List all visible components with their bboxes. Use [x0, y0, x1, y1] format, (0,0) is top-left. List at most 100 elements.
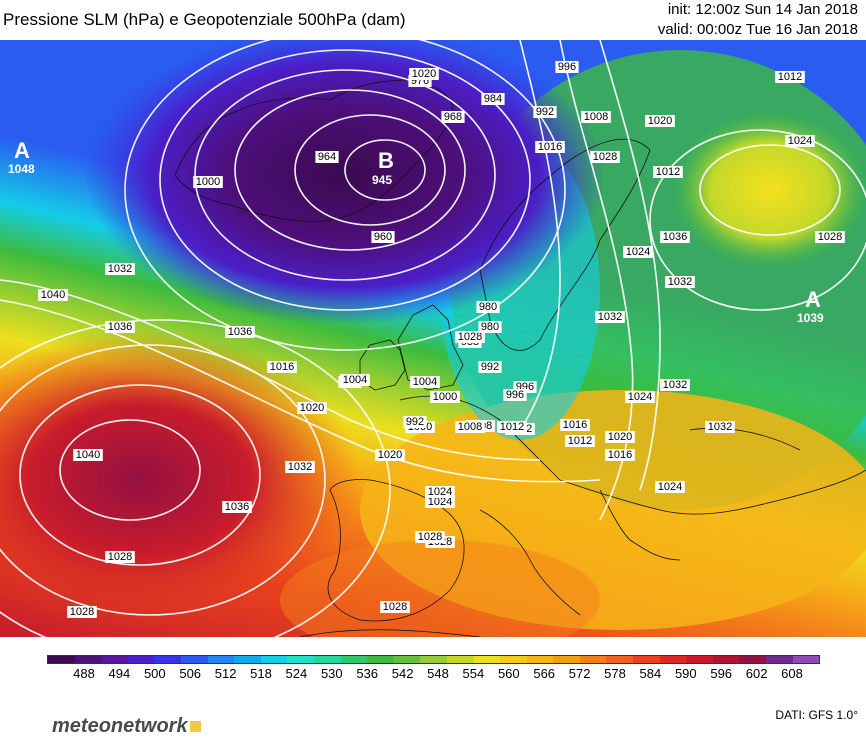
- color-swatch: [633, 656, 660, 663]
- svg-text:1032: 1032: [663, 379, 687, 391]
- isobar-label: 1004: [340, 374, 370, 386]
- svg-text:1020: 1020: [378, 449, 402, 461]
- isobar-label: 992: [533, 106, 557, 118]
- isobar-label: 1032: [705, 421, 735, 433]
- isobar-label: 1012: [565, 435, 595, 447]
- svg-text:1024: 1024: [628, 391, 652, 403]
- svg-text:992: 992: [481, 361, 499, 373]
- color-scale-tick: 560: [497, 666, 520, 681]
- color-swatch: [207, 656, 235, 663]
- svg-text:996: 996: [506, 389, 524, 401]
- svg-text:1032: 1032: [288, 461, 312, 473]
- svg-text:984: 984: [484, 93, 502, 105]
- isobar-label: 1016: [267, 361, 297, 373]
- color-swatch: [446, 656, 474, 663]
- svg-text:992: 992: [406, 416, 424, 428]
- svg-text:1016: 1016: [608, 449, 632, 461]
- isobar-label: 1028: [815, 231, 845, 243]
- color-swatch: [48, 656, 75, 663]
- isobar-label: 984: [481, 93, 505, 105]
- logo-square-icon: [189, 721, 201, 732]
- isobar-label: 968: [441, 111, 465, 123]
- pressure-centers: A 1048 B 945 A 1039: [8, 138, 824, 325]
- isobar-label: 1032: [595, 311, 625, 323]
- low-center-letter: B: [378, 148, 394, 173]
- isobar-label: 1032: [660, 379, 690, 391]
- svg-text:968: 968: [444, 111, 462, 123]
- svg-text:1012: 1012: [500, 421, 524, 433]
- svg-text:1040: 1040: [76, 449, 100, 461]
- isobar-label: 1012: [775, 71, 805, 83]
- color-swatch: [287, 656, 314, 663]
- svg-text:1036: 1036: [663, 231, 687, 243]
- color-scale-tick: 530: [320, 666, 343, 681]
- svg-text:1000: 1000: [196, 176, 220, 188]
- svg-text:1032: 1032: [708, 421, 732, 433]
- isobar-label: 1000: [193, 176, 223, 188]
- color-scale-tick: 554: [462, 666, 485, 681]
- meteonetwork-logo: meteonetwork: [52, 715, 201, 738]
- isobar-label: 960: [371, 231, 395, 243]
- isobar-label: 1024: [625, 391, 655, 403]
- color-scale-tick: 584: [639, 666, 662, 681]
- isobar-label: 1028: [415, 531, 445, 543]
- svg-text:1036: 1036: [228, 326, 252, 338]
- isobar-label: 1008: [581, 111, 611, 123]
- color-scale-tick: 518: [250, 666, 272, 681]
- isobar-label: 1024: [655, 481, 685, 493]
- isobar-label: 980: [476, 301, 500, 313]
- isobar-label: 996: [503, 389, 527, 401]
- color-scale-tick: 602: [745, 666, 768, 681]
- color-swatch: [792, 656, 820, 663]
- isobar-label: 1024: [425, 496, 455, 508]
- svg-text:1016: 1016: [563, 419, 587, 431]
- color-swatch: [260, 656, 288, 663]
- svg-text:1020: 1020: [608, 431, 632, 443]
- svg-text:1028: 1028: [70, 606, 94, 618]
- svg-text:1004: 1004: [413, 376, 437, 388]
- svg-text:1036: 1036: [225, 501, 249, 513]
- isobar-label: 1016: [560, 419, 590, 431]
- isobar-label: 1028: [380, 601, 410, 613]
- isobar-label: 964: [315, 151, 339, 163]
- isobar-label: 1036: [225, 326, 255, 338]
- isobar-label: 1024: [785, 135, 815, 147]
- svg-text:1012: 1012: [568, 435, 592, 447]
- svg-text:1040: 1040: [41, 289, 65, 301]
- isobar-label: 1040: [73, 449, 103, 461]
- svg-text:1024: 1024: [428, 496, 452, 508]
- color-swatch: [686, 656, 713, 663]
- isobar-label: 1032: [105, 263, 135, 275]
- svg-text:964: 964: [318, 151, 336, 163]
- svg-text:1028: 1028: [818, 231, 842, 243]
- svg-text:1028: 1028: [383, 601, 407, 613]
- isobar-label: 1024: [623, 246, 653, 258]
- isobar-label: 1036: [660, 231, 690, 243]
- color-scale-tick: 596: [710, 666, 733, 681]
- svg-text:980: 980: [481, 321, 499, 333]
- svg-text:980: 980: [479, 301, 497, 313]
- valid-time: valid: 00:00z Tue 16 Jan 2018: [657, 21, 858, 38]
- svg-text:1024: 1024: [626, 246, 650, 258]
- isobar-label: 1016: [535, 141, 565, 153]
- isobar-label: 1028: [455, 331, 485, 343]
- svg-text:1012: 1012: [778, 71, 802, 83]
- color-swatch: [393, 656, 421, 663]
- color-swatch: [526, 656, 554, 663]
- svg-text:1024: 1024: [428, 486, 452, 498]
- color-scale-ticks: 488 494 500 506 512 518 524 530 536 542 548 554 560 5…: [47, 666, 820, 684]
- color-swatch: [500, 656, 527, 663]
- color-scale-tick: 506: [179, 666, 202, 681]
- svg-text:1020: 1020: [648, 115, 672, 127]
- isobar-label: 1020: [297, 402, 327, 414]
- color-swatch: [659, 656, 687, 663]
- isobar-label: 1004: [410, 376, 440, 388]
- svg-text:1024: 1024: [788, 135, 812, 147]
- isobar-label: 1028: [105, 551, 135, 563]
- isobar-label: 1008: [455, 421, 485, 433]
- high-center-letter: A: [805, 287, 821, 312]
- isobar-label: 1028: [590, 151, 620, 163]
- color-swatch: [766, 656, 793, 663]
- color-swatch: [313, 656, 341, 663]
- svg-text:1008: 1008: [458, 421, 482, 433]
